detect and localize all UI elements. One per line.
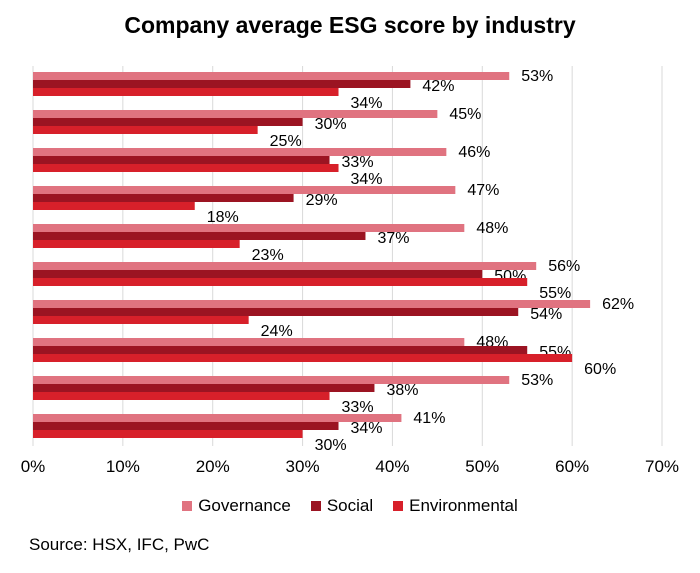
- data-label: 41%: [413, 410, 445, 427]
- data-label: 46%: [458, 144, 490, 161]
- bar-social: [33, 384, 375, 392]
- legend-item-governance: Governance: [182, 496, 291, 516]
- data-label: 18%: [207, 209, 239, 226]
- data-label: 34%: [351, 420, 383, 437]
- data-label: 45%: [449, 106, 481, 123]
- x-tick-label: 40%: [375, 457, 409, 476]
- legend-label: Governance: [198, 496, 291, 515]
- legend-item-social: Social: [310, 496, 374, 516]
- data-label: 25%: [270, 133, 302, 150]
- legend-swatch: [393, 501, 404, 511]
- data-label: 24%: [261, 323, 293, 340]
- x-tick-label: 30%: [286, 457, 320, 476]
- legend-swatch: [310, 501, 321, 511]
- bar-social: [33, 346, 528, 354]
- bar-governance: [33, 224, 465, 232]
- data-label: 47%: [467, 182, 499, 199]
- data-label: 30%: [315, 116, 347, 133]
- bar-environmental: [33, 126, 258, 134]
- data-label: 62%: [602, 296, 634, 313]
- data-label: 37%: [377, 230, 409, 247]
- bar-governance: [33, 148, 447, 156]
- legend-label: Social: [326, 496, 374, 515]
- legend: Governance Social Environmental: [0, 496, 700, 516]
- bar-environmental: [33, 430, 303, 438]
- data-label: 23%: [252, 247, 284, 264]
- bar-environmental: [33, 240, 240, 248]
- bar-governance: [33, 72, 510, 80]
- bar-governance: [33, 300, 591, 308]
- bar-environmental: [33, 354, 573, 362]
- data-label: 42%: [422, 78, 454, 95]
- bar-social: [33, 422, 339, 430]
- bar-social: [33, 194, 294, 202]
- data-label: 33%: [342, 154, 374, 171]
- data-label: 34%: [351, 95, 383, 112]
- data-label: 55%: [539, 285, 571, 302]
- data-label: 29%: [306, 192, 338, 209]
- x-tick-label: 20%: [196, 457, 230, 476]
- data-label: 38%: [386, 382, 418, 399]
- bar-environmental: [33, 392, 330, 400]
- bar-social: [33, 156, 330, 164]
- bar-social: [33, 232, 366, 240]
- x-tick-label: 10%: [106, 457, 140, 476]
- source-note: Source: HSX, IFC, PwC: [29, 535, 210, 554]
- x-tick-label: 70%: [645, 457, 679, 476]
- data-label: 53%: [521, 372, 553, 389]
- bar-governance: [33, 376, 510, 384]
- legend-item-environmental: Environmental: [393, 496, 518, 516]
- legend-swatch: [182, 501, 193, 511]
- data-label: 34%: [351, 171, 383, 188]
- x-tick-label: 60%: [555, 457, 589, 476]
- bar-social: [33, 308, 519, 316]
- x-tick-label: 50%: [465, 457, 499, 476]
- legend-label: Environmental: [409, 496, 518, 515]
- x-tick-label: 0%: [21, 457, 46, 476]
- bar-governance: [33, 262, 537, 270]
- bar-environmental: [33, 88, 339, 96]
- data-label: 60%: [584, 361, 616, 378]
- bar-environmental: [33, 278, 528, 286]
- bar-governance: [33, 414, 402, 422]
- data-label: 53%: [521, 68, 553, 85]
- bar-governance: [33, 186, 456, 194]
- chart-title: Company average ESG score by industry: [124, 12, 576, 38]
- data-label: 54%: [530, 306, 562, 323]
- data-label: 33%: [342, 399, 374, 416]
- bar-governance: [33, 338, 465, 346]
- bar-environmental: [33, 316, 249, 324]
- bar-environmental: [33, 202, 195, 210]
- bar-social: [33, 270, 483, 278]
- data-label: 56%: [548, 258, 580, 275]
- data-label: 48%: [476, 220, 508, 237]
- bar-governance: [33, 110, 438, 118]
- bar-social: [33, 118, 303, 126]
- bar-environmental: [33, 164, 339, 172]
- data-label: 30%: [315, 437, 347, 454]
- bar-social: [33, 80, 411, 88]
